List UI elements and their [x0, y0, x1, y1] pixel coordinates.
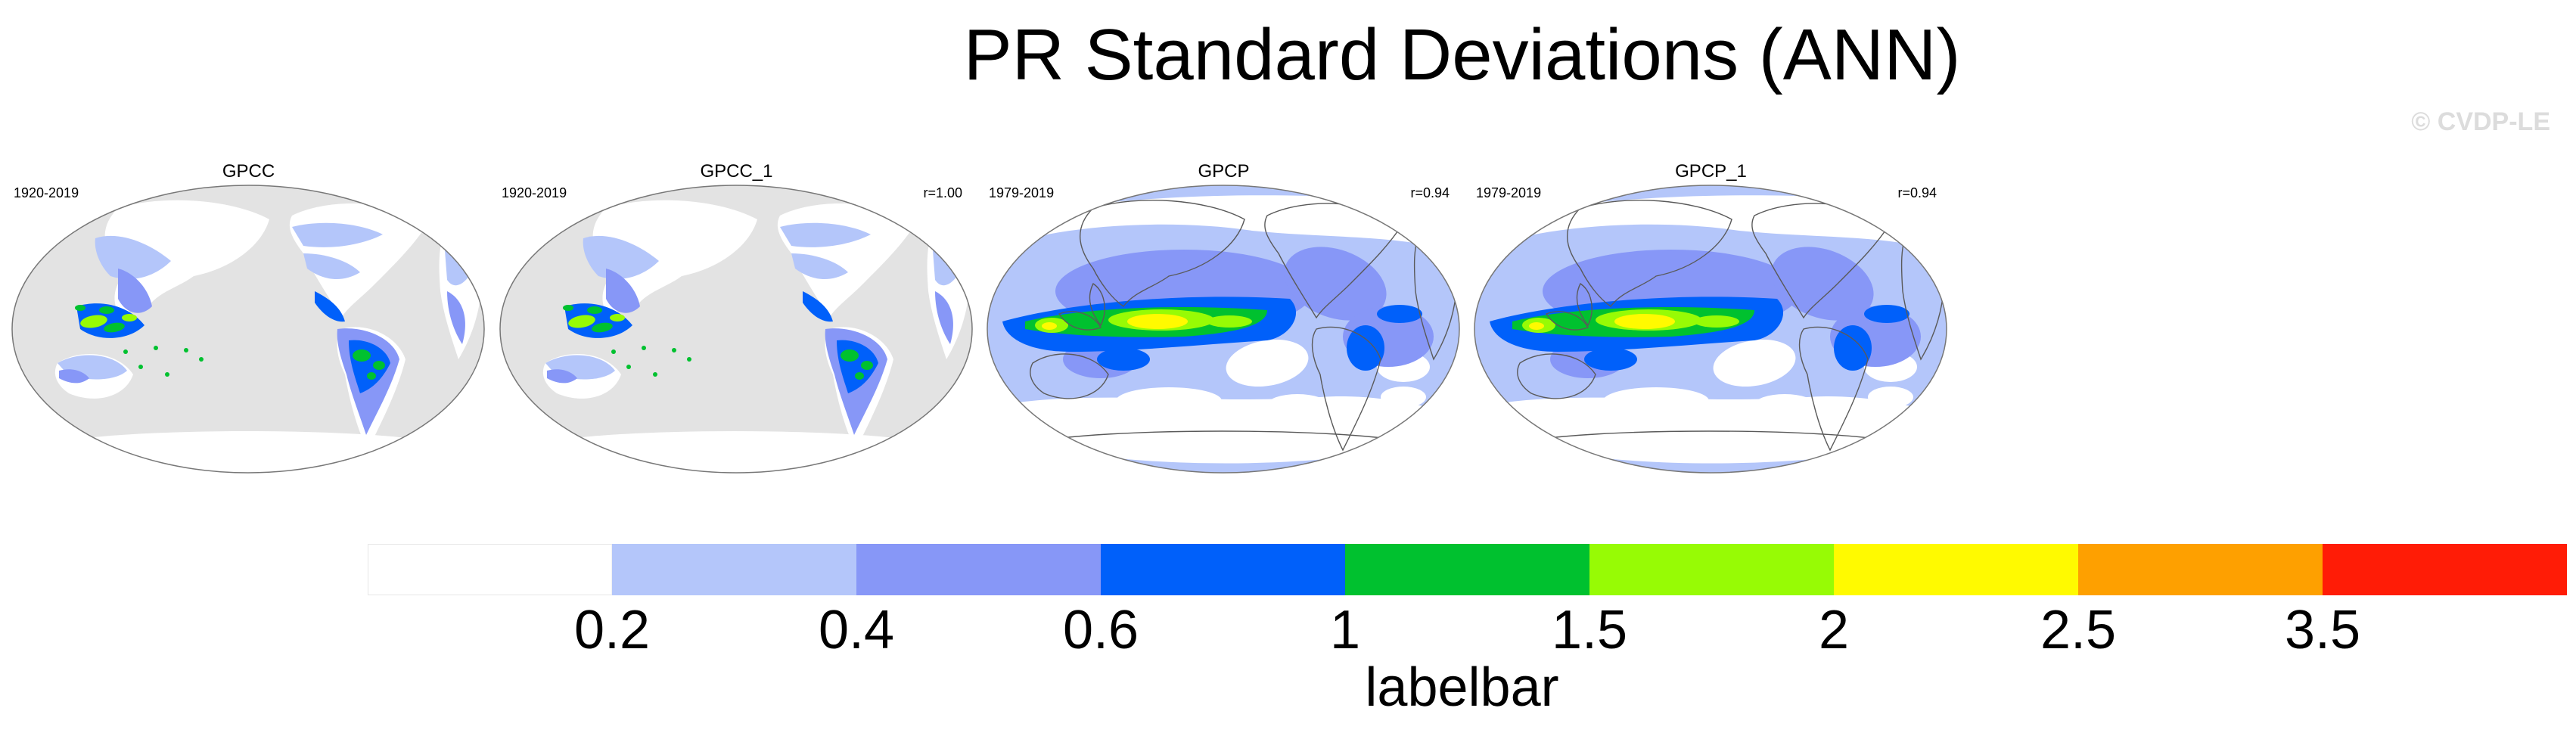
- labelbar-swatch: [1345, 544, 1590, 595]
- labelbar-swatch: [1834, 544, 2079, 595]
- panel-correlation: r=1.00: [923, 185, 962, 200]
- labelbar-swatch: [368, 544, 614, 595]
- panel-title: GPCP_1: [1675, 161, 1747, 182]
- panel-period: 1920-2019: [502, 185, 567, 200]
- world-map: [499, 185, 973, 474]
- world-map: [11, 185, 485, 474]
- labelbar-tick: 3.5: [2284, 600, 2361, 660]
- map-panel-gpcc_1: GPCC_1 1920-2019 r=1.00: [493, 155, 980, 488]
- labelbar-swatch: [612, 544, 857, 595]
- watermark: © CVDP-LE: [2411, 107, 2550, 136]
- panel-title: GPCC_1: [700, 161, 773, 182]
- world-map: [1474, 185, 1947, 474]
- labelbar-tick: 2.5: [2040, 600, 2117, 660]
- panel-period: 1979-2019: [1476, 185, 1542, 200]
- map-panel-gpcp: GPCP 1979-2019 r=0.94: [980, 155, 1468, 488]
- panel-correlation: r=0.94: [1897, 185, 1937, 200]
- labelbar-tick: 0.4: [818, 600, 895, 660]
- labelbar-tick: 1.5: [1551, 600, 1628, 660]
- labelbar-swatch: [1589, 544, 1835, 595]
- panel-period: 1920-2019: [14, 185, 79, 200]
- labelbar-swatch: [2323, 544, 2567, 595]
- labelbar-swatch: [2078, 544, 2323, 595]
- labelbar-title: labelbar: [1365, 657, 1559, 718]
- labelbar-tick: 0.2: [573, 600, 651, 660]
- labelbar-tick: 2: [1818, 600, 1850, 660]
- labelbar-swatch: [856, 544, 1102, 595]
- labelbar-swatch: [1101, 544, 1346, 595]
- panel-title: GPCC: [222, 161, 275, 182]
- map-panel-gpcp_1: GPCP_1 1979-2019 r=0.94: [1467, 155, 1955, 488]
- world-map: [987, 185, 1460, 474]
- panel-period: 1979-2019: [989, 185, 1055, 200]
- labelbar-tick: 1: [1329, 600, 1361, 660]
- figure-title: PR Standard Deviations (ANN): [963, 14, 1961, 95]
- map-panel-gpcc: GPCC 1920-2019: [5, 155, 493, 488]
- labelbar-tick: 0.6: [1062, 600, 1139, 660]
- panel-title: GPCP: [1198, 161, 1250, 182]
- panel-correlation: r=0.94: [1410, 185, 1450, 200]
- color-labelbar: [368, 544, 2567, 595]
